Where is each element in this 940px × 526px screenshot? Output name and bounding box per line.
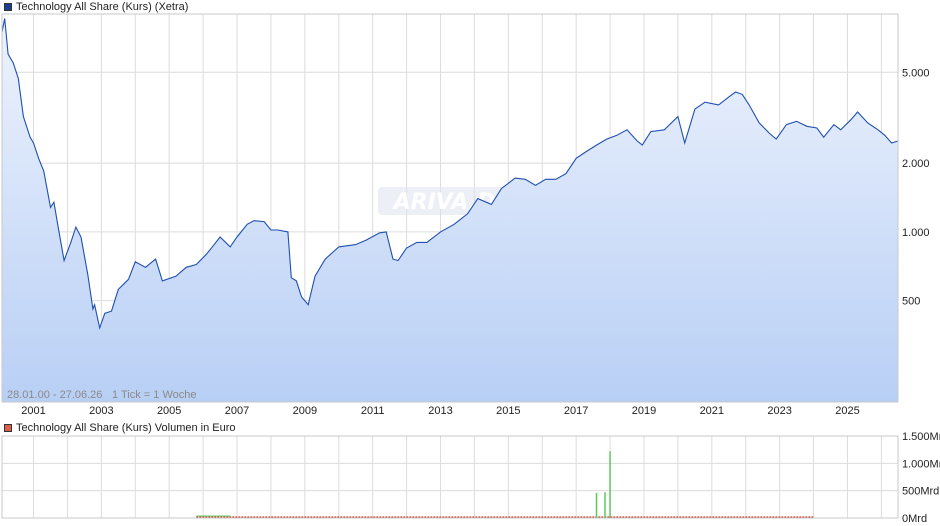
price-x-tick-label: 2011 (361, 405, 385, 417)
price-plot-frame (1, 13, 899, 403)
price-x-tick-label: 2003 (89, 405, 113, 417)
price-x-tick-label: 2023 (767, 405, 791, 417)
volume-y-ticks: 0Mrd 500Mrd 1.000Mrd 1.500Mrd (902, 431, 940, 525)
price-x-tick-label: 2013 (428, 405, 452, 417)
volume-y-tick-label: 1.500Mrd (902, 431, 940, 443)
price-x-tick-label: 2001 (21, 405, 45, 417)
price-x-tick-label: 2015 (496, 405, 520, 417)
volume-y-tick-label: 0Mrd (902, 513, 927, 525)
tick-interval-label: 1 Tick = 1 Woche (112, 389, 196, 401)
price-line (1, 18, 899, 330)
price-x-tick-label: 2021 (700, 405, 724, 417)
price-y-tick-label: 500 (902, 296, 920, 308)
price-x-tick-label: 2017 (564, 405, 588, 417)
price-y-tick-label: 1.000 (902, 227, 930, 239)
volume-bars (196, 451, 814, 518)
volume-legend: Technology All Share (Kurs) Volumen in E… (4, 422, 236, 434)
price-legend-swatch (4, 3, 12, 11)
volume-y-tick-label: 1.000Mrd (902, 458, 940, 470)
date-range-label: 28.01.00 - 27.06.26 (7, 389, 102, 401)
price-x-tick-label: 2019 (632, 405, 656, 417)
price-x-tick-label: 2025 (835, 405, 859, 417)
price-x-tick-label: 2007 (225, 405, 249, 417)
volume-grid (2, 435, 898, 519)
volume-legend-swatch (4, 424, 12, 432)
volume-plot-frame (1, 435, 899, 519)
price-y-tick-label: 2.000 (902, 158, 930, 170)
volume-y-tick-label: 500Mrd (902, 486, 939, 498)
price-x-ticks: 2001 2003 2005 2007 2009 2011 2013 2015 2017 2019… (21, 405, 859, 417)
volume-frame-rect (1, 435, 899, 519)
price-area (2, 18, 898, 402)
price-y-ticks: 500 1.000 2.000 5.000 (902, 67, 930, 307)
volume-legend-label: Technology All Share (Kurs) Volumen in E… (16, 422, 236, 434)
price-x-tick-label: 2005 (157, 405, 181, 417)
price-legend-label: Technology All Share (Kurs) (Xetra) (16, 1, 189, 13)
price-legend: Technology All Share (Kurs) (Xetra) (4, 1, 188, 13)
price-frame-rect (1, 13, 899, 403)
price-y-tick-label: 5.000 (902, 67, 930, 79)
price-x-tick-label: 2009 (293, 405, 317, 417)
